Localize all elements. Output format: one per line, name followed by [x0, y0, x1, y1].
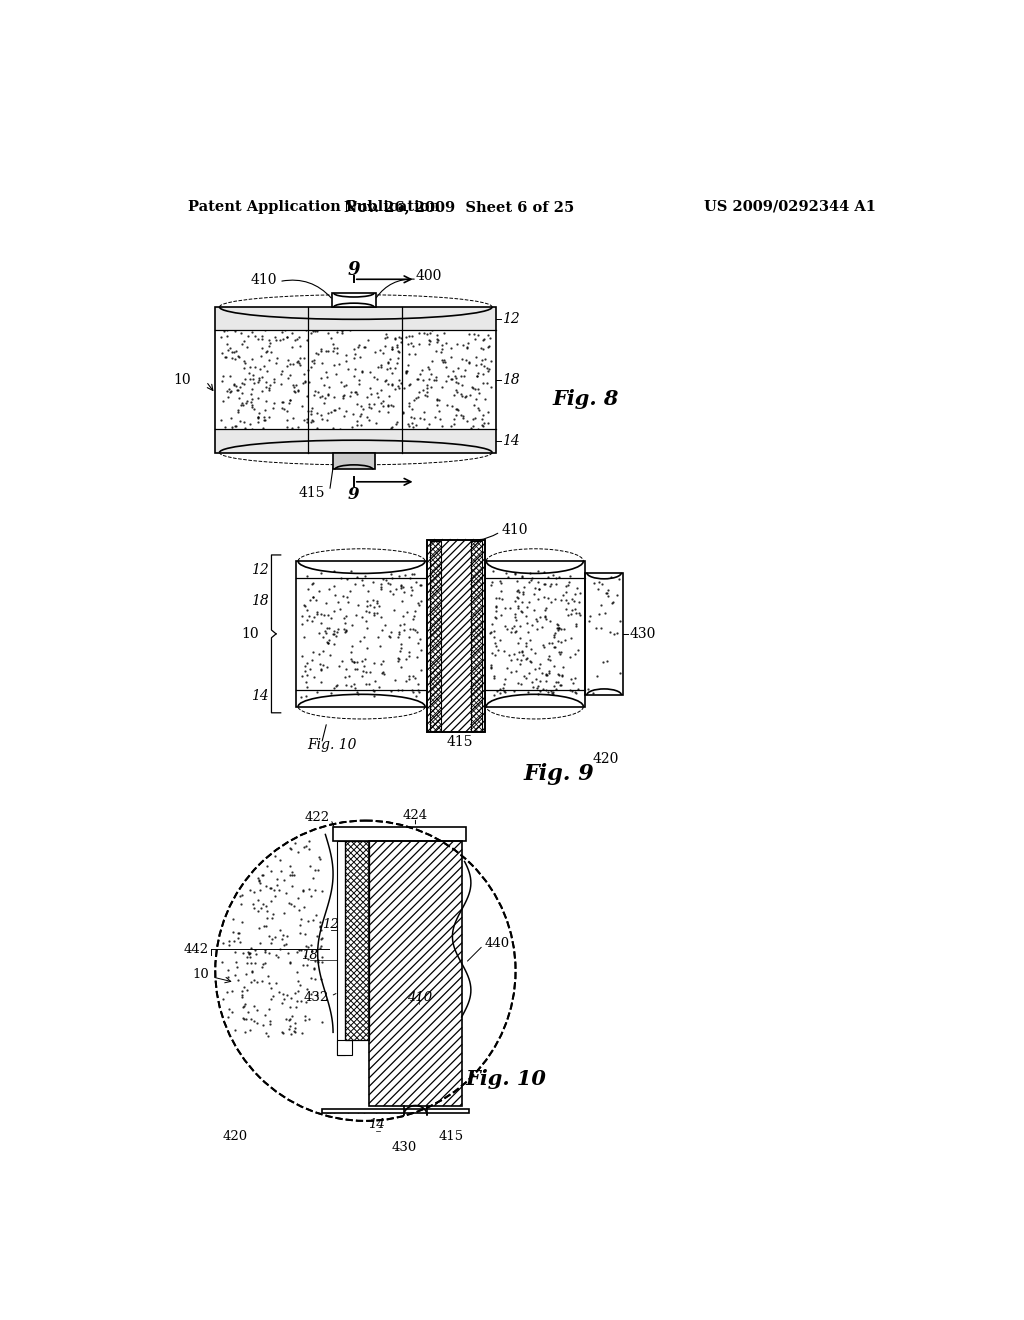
Text: Fig. 10: Fig. 10	[307, 738, 357, 752]
Bar	[215, 308, 497, 453]
Text: 10: 10	[173, 372, 190, 387]
Text: 432: 432	[304, 991, 330, 1005]
Text: 420: 420	[593, 752, 618, 766]
Text: 9: 9	[347, 261, 360, 279]
Text: 12: 12	[322, 919, 339, 932]
Text: 400: 400	[416, 269, 441, 284]
Bar	[430, 541, 441, 730]
Bar	[471, 541, 481, 730]
Text: Fig. 9: Fig. 9	[523, 763, 594, 785]
Text: 10: 10	[193, 968, 209, 981]
Text: Fig. 8: Fig. 8	[553, 388, 618, 409]
Bar	[337, 841, 345, 1056]
Text: 430: 430	[630, 627, 656, 642]
Text: 410: 410	[502, 523, 528, 537]
Text: 420: 420	[223, 1130, 248, 1143]
Text: 410: 410	[407, 991, 432, 1005]
Text: 442: 442	[184, 942, 209, 956]
Text: 415: 415	[438, 1130, 464, 1143]
Bar	[215, 308, 497, 453]
Bar	[333, 826, 466, 841]
Bar	[484, 561, 585, 706]
Text: US 2009/0292344 A1: US 2009/0292344 A1	[705, 199, 877, 214]
Text: 415: 415	[298, 486, 325, 499]
Text: Fig. 10: Fig. 10	[466, 1069, 547, 1089]
Bar	[337, 1040, 352, 1056]
Text: 440: 440	[484, 937, 510, 950]
Text: 14: 14	[251, 689, 268, 702]
Text: 424: 424	[402, 809, 428, 822]
Bar	[296, 561, 427, 706]
Text: 422: 422	[304, 810, 330, 824]
Text: Patent Application Publication: Patent Application Publication	[188, 199, 440, 214]
Text: Nov. 26, 2009  Sheet 6 of 25: Nov. 26, 2009 Sheet 6 of 25	[344, 199, 574, 214]
Bar	[215, 429, 497, 453]
Text: 12: 12	[503, 312, 520, 326]
Text: 10: 10	[242, 627, 259, 642]
Text: 14: 14	[368, 1118, 385, 1131]
Text: 14: 14	[503, 434, 520, 447]
Bar	[370, 841, 462, 1106]
Text: 415: 415	[446, 735, 473, 748]
Bar	[333, 453, 375, 470]
Bar	[427, 540, 484, 733]
Bar	[215, 308, 497, 330]
Text: 18: 18	[301, 949, 317, 962]
Bar	[484, 561, 585, 706]
Bar	[322, 1109, 469, 1113]
Bar	[332, 293, 376, 308]
Text: 9: 9	[348, 486, 359, 503]
Text: 18: 18	[251, 594, 268, 609]
Text: 430: 430	[391, 1142, 417, 1155]
Text: 18: 18	[503, 372, 520, 387]
Bar	[585, 573, 624, 696]
Bar	[296, 561, 427, 706]
Bar	[427, 540, 484, 733]
Text: 410: 410	[250, 273, 276, 286]
Bar	[345, 841, 370, 1040]
Text: 12: 12	[251, 564, 268, 577]
